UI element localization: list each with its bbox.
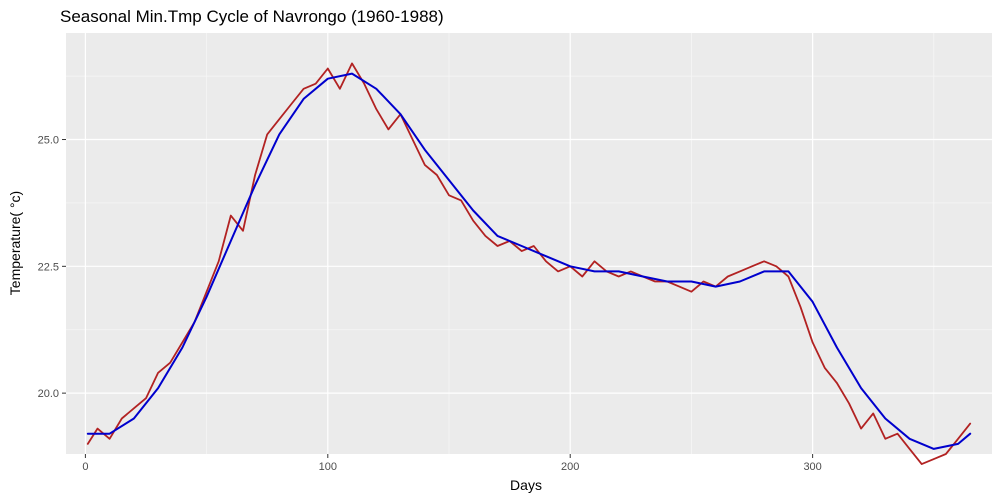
x-axis-title: Days (510, 477, 542, 493)
x-tick-label: 300 (803, 461, 821, 473)
x-tick-label: 200 (561, 461, 579, 473)
y-axis-title: Temperature( °c) (7, 191, 23, 295)
series-line-smoothed (86, 72, 972, 450)
plot-panel (66, 33, 992, 454)
chart-title: Seasonal Min.Tmp Cycle of Navrongo (1960… (60, 7, 444, 26)
x-tick-label: 0 (82, 461, 88, 473)
series-layer (86, 62, 972, 466)
y-tick-label: 20.0 (38, 388, 59, 400)
y-tick-label: 22.5 (38, 261, 59, 273)
x-tick-label: 100 (319, 461, 337, 473)
y-tick-label: 25.0 (38, 135, 59, 147)
axis-layer: 0 100 200 300 20.0 22.5 25.0 (38, 135, 822, 473)
